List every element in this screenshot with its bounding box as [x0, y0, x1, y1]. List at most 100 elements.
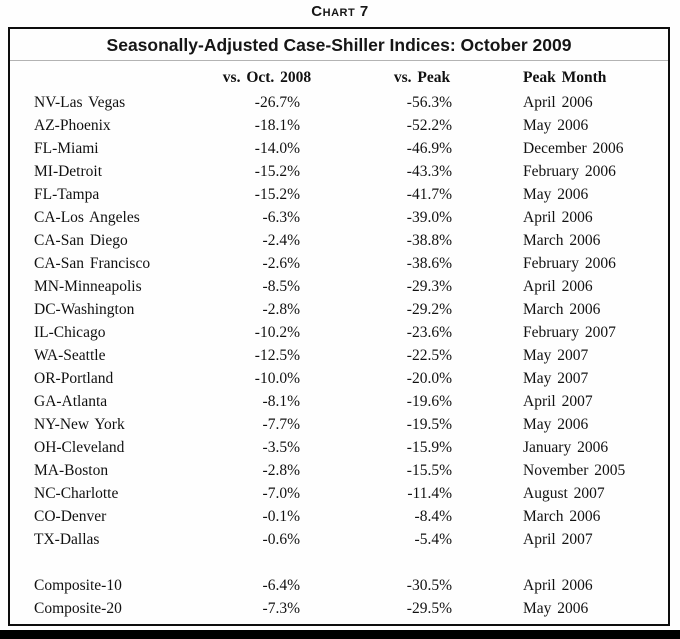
- table-row: IL-Chicago -10.2% -23.6% February 2007: [10, 321, 668, 344]
- vs-peak-cell: -22.5%: [406, 347, 452, 364]
- table-row: FL-Miami -14.0% -46.9% December 2006: [10, 137, 668, 160]
- table-row: FL-Tampa -15.2% -41.7% May 2006: [10, 183, 668, 206]
- table-row: NY-New York -7.7% -19.5% May 2006: [10, 413, 668, 436]
- bottom-border-bar: [0, 630, 680, 639]
- city-cell: NV-Las Vegas: [34, 94, 126, 111]
- city-cell: GA-Atlanta: [34, 393, 108, 410]
- peak-month-cell: March 2006: [523, 508, 601, 525]
- peak-month-cell: February 2006: [523, 255, 616, 272]
- chart-number-label: Chart 7: [311, 3, 369, 20]
- city-cell: FL-Miami: [34, 140, 99, 157]
- city-cell: CA-Los Angeles: [34, 209, 140, 226]
- table-row: MA-Boston -2.8% -15.5% November 2005: [10, 459, 668, 482]
- table-row: CA-San Diego -2.4% -38.8% March 2006: [10, 229, 668, 252]
- city-cell: MN-Minneapolis: [34, 278, 142, 295]
- city-cell: FL-Tampa: [34, 186, 100, 203]
- city-cell: IL-Chicago: [34, 324, 106, 341]
- case-shiller-table: Seasonally-Adjusted Case-Shiller Indices…: [8, 27, 670, 626]
- peak-month-cell: November 2005: [523, 462, 626, 479]
- peak-month-cell: May 2006: [523, 117, 589, 134]
- vs-peak-cell: -43.3%: [406, 163, 452, 180]
- city-cell: Composite-20: [34, 600, 122, 617]
- table-row: MN-Minneapolis -8.5% -29.3% April 2006: [10, 275, 668, 298]
- city-cell: CA-San Diego: [34, 232, 128, 249]
- vs-peak-cell: -41.7%: [406, 186, 452, 203]
- table-row: CA-Los Angeles -6.3% -39.0% April 2006: [10, 206, 668, 229]
- peak-month-cell: April 2006: [523, 577, 593, 594]
- city-rows-group: NV-Las Vegas -26.7% -56.3% April 2006 AZ…: [10, 91, 668, 551]
- peak-month-cell: April 2007: [523, 531, 593, 548]
- table-row: NC-Charlotte -7.0% -11.4% August 2007: [10, 482, 668, 505]
- vs-peak-cell: -29.3%: [406, 278, 452, 295]
- table-row: OR-Portland -10.0% -20.0% May 2007: [10, 367, 668, 390]
- peak-month-cell: February 2006: [523, 163, 616, 180]
- peak-month-cell: May 2006: [523, 186, 589, 203]
- table-row: OH-Cleveland -3.5% -15.9% January 2006: [10, 436, 668, 459]
- city-cell: CO-Denver: [34, 508, 107, 525]
- city-cell: Composite-10: [34, 577, 122, 594]
- vs-oct-2008-cell: -7.0%: [262, 485, 300, 502]
- vs-oct-2008-cell: -2.6%: [262, 255, 300, 272]
- vs-peak-cell: -52.2%: [406, 117, 452, 134]
- city-cell: CA-San Francisco: [34, 255, 151, 272]
- peak-month-cell: March 2006: [523, 232, 601, 249]
- table-body: NV-Las Vegas -26.7% -56.3% April 2006 AZ…: [10, 89, 668, 620]
- vs-peak-cell: -20.0%: [406, 370, 452, 387]
- vs-peak-cell: -8.4%: [414, 508, 452, 525]
- column-header-peak-month: Peak Month: [523, 69, 607, 86]
- vs-oct-2008-cell: -15.2%: [254, 186, 300, 203]
- vs-peak-cell: -38.8%: [406, 232, 452, 249]
- vs-oct-2008-cell: -26.7%: [254, 94, 300, 111]
- vs-peak-cell: -38.6%: [406, 255, 452, 272]
- city-cell: OR-Portland: [34, 370, 114, 387]
- table-row: WA-Seattle -12.5% -22.5% May 2007: [10, 344, 668, 367]
- vs-oct-2008-cell: -2.8%: [262, 462, 300, 479]
- vs-oct-2008-cell: -8.1%: [262, 393, 300, 410]
- vs-oct-2008-cell: -14.0%: [254, 140, 300, 157]
- vs-oct-2008-cell: -0.6%: [262, 531, 300, 548]
- table-row: CO-Denver -0.1% -8.4% March 2006: [10, 505, 668, 528]
- city-cell: NY-New York: [34, 416, 125, 433]
- city-cell: TX-Dallas: [34, 531, 100, 548]
- vs-oct-2008-cell: -0.1%: [262, 508, 300, 525]
- vs-oct-2008-cell: -18.1%: [254, 117, 300, 134]
- peak-month-cell: April 2007: [523, 393, 593, 410]
- city-cell: MA-Boston: [34, 462, 109, 479]
- peak-month-cell: March 2006: [523, 301, 601, 318]
- table-row: AZ-Phoenix -18.1% -52.2% May 2006: [10, 114, 668, 137]
- vs-peak-cell: -29.2%: [406, 301, 452, 318]
- column-header-vs-oct-2008: vs. Oct. 2008: [222, 69, 312, 86]
- vs-oct-2008-cell: -10.2%: [254, 324, 300, 341]
- peak-month-cell: May 2007: [523, 347, 589, 364]
- vs-oct-2008-cell: -7.7%: [262, 416, 300, 433]
- table-row: CA-San Francisco -2.6% -38.6% February 2…: [10, 252, 668, 275]
- vs-peak-cell: -15.9%: [406, 439, 452, 456]
- peak-month-cell: February 2007: [523, 324, 616, 341]
- peak-month-cell: December 2006: [523, 140, 624, 157]
- peak-month-cell: April 2006: [523, 94, 593, 111]
- vs-oct-2008-cell: -15.2%: [254, 163, 300, 180]
- peak-month-cell: April 2006: [523, 278, 593, 295]
- vs-peak-cell: -29.5%: [406, 600, 452, 617]
- peak-month-cell: January 2006: [523, 439, 609, 456]
- vs-oct-2008-cell: -6.3%: [262, 209, 300, 226]
- vs-peak-cell: -30.5%: [406, 577, 452, 594]
- table-row: MI-Detroit -15.2% -43.3% February 2006: [10, 160, 668, 183]
- vs-oct-2008-cell: -10.0%: [254, 370, 300, 387]
- table-row: Composite-10 -6.4% -30.5% April 2006: [10, 574, 668, 597]
- city-cell: WA-Seattle: [34, 347, 106, 364]
- city-cell: MI-Detroit: [34, 163, 103, 180]
- peak-month-cell: April 2006: [523, 209, 593, 226]
- table-row: TX-Dallas -0.6% -5.4% April 2007: [10, 528, 668, 551]
- vs-peak-cell: -46.9%: [406, 140, 452, 157]
- table-row: DC-Washington -2.8% -29.2% March 2006: [10, 298, 668, 321]
- vs-oct-2008-cell: -12.5%: [254, 347, 300, 364]
- city-cell: AZ-Phoenix: [34, 117, 111, 134]
- city-cell: NC-Charlotte: [34, 485, 119, 502]
- city-cell: DC-Washington: [34, 301, 135, 318]
- table-row: NV-Las Vegas -26.7% -56.3% April 2006: [10, 91, 668, 114]
- vs-oct-2008-cell: -6.4%: [262, 577, 300, 594]
- vs-oct-2008-cell: -2.8%: [262, 301, 300, 318]
- vs-oct-2008-cell: -7.3%: [262, 600, 300, 617]
